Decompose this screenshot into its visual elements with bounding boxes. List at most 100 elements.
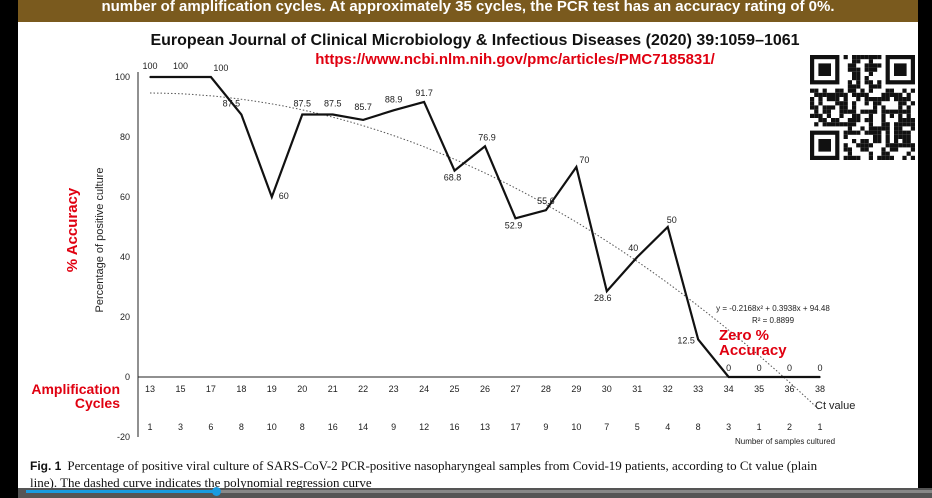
data-label: 68.8 bbox=[444, 173, 462, 183]
data-point bbox=[179, 76, 182, 78]
x-tick-label: 32 bbox=[663, 384, 673, 394]
samples-label: 13 bbox=[480, 422, 490, 432]
progress-knob[interactable] bbox=[212, 487, 222, 496]
x-tick-label: 38 bbox=[815, 384, 825, 394]
samples-label: 8 bbox=[696, 422, 701, 432]
data-label: 100 bbox=[213, 63, 228, 73]
samples-label: 2 bbox=[787, 422, 792, 432]
x-tick-label: 29 bbox=[571, 384, 581, 394]
y-axis-label: Percentage of positive culture bbox=[94, 168, 106, 313]
samples-label: 8 bbox=[300, 422, 305, 432]
x-tick-label: 33 bbox=[693, 384, 703, 394]
x-tick-label: 17 bbox=[206, 384, 216, 394]
samples-label: 14 bbox=[358, 422, 368, 432]
data-label: 55.6 bbox=[537, 196, 555, 206]
caption-text-1: Percentage of positive viral culture of … bbox=[67, 458, 817, 473]
samples-label: 9 bbox=[543, 422, 548, 432]
data-point bbox=[636, 256, 639, 258]
data-point bbox=[484, 145, 486, 148]
data-point bbox=[331, 113, 334, 116]
x-tick-label: 19 bbox=[267, 384, 277, 394]
y-tick-label: 0 bbox=[125, 372, 130, 382]
samples-label: 9 bbox=[391, 422, 396, 432]
data-point bbox=[392, 109, 395, 112]
data-label: 60 bbox=[279, 191, 289, 201]
x-tick-label: 18 bbox=[236, 384, 246, 394]
cycles-annotation-2: Cycles bbox=[75, 395, 120, 411]
samples-label: 6 bbox=[208, 422, 213, 432]
zero-annotation-1: Zero % bbox=[719, 327, 769, 344]
x-tick-label: 27 bbox=[510, 384, 520, 394]
y-tick-label: 20 bbox=[120, 312, 130, 322]
caption-line-1: Fig. 1 Percentage of positive viral cultu… bbox=[30, 458, 818, 473]
samples-label: 1 bbox=[757, 422, 762, 432]
x-axis-label: Ct value bbox=[815, 400, 855, 412]
data-label: 100 bbox=[173, 61, 188, 71]
data-label: 0 bbox=[787, 363, 792, 373]
y-tick-label: 80 bbox=[120, 132, 130, 142]
data-label: 87.5 bbox=[294, 99, 312, 109]
data-label: 40 bbox=[628, 243, 638, 253]
data-point bbox=[423, 101, 425, 103]
data-point bbox=[788, 376, 791, 378]
data-point bbox=[575, 166, 578, 168]
zero-annotation-2: Accuracy bbox=[719, 342, 787, 359]
data-label: 100 bbox=[142, 61, 157, 71]
x-tick-label: 13 bbox=[145, 384, 155, 394]
samples-label: 1 bbox=[817, 422, 822, 432]
data-label: 87.5 bbox=[223, 99, 241, 109]
regression-equation: y = -0.2168x² + 0.3938x + 94.48 bbox=[716, 304, 830, 313]
data-label: 91.7 bbox=[415, 88, 433, 98]
data-point bbox=[514, 217, 517, 220]
data-point bbox=[758, 376, 760, 378]
samples-label: 1 bbox=[147, 422, 152, 432]
data-point bbox=[666, 226, 669, 228]
article-url[interactable]: https://www.ncbi.nlm.nih.gov/pmc/article… bbox=[315, 51, 715, 68]
progress-fill bbox=[26, 490, 217, 493]
caption-line-2: line). The dashed curve indicates the po… bbox=[30, 475, 372, 488]
data-point bbox=[697, 338, 699, 341]
samples-label: 3 bbox=[178, 422, 183, 432]
data-label: 12.5 bbox=[677, 336, 695, 346]
x-tick-label: 31 bbox=[632, 384, 642, 394]
x-tick-label: 23 bbox=[389, 384, 399, 394]
data-point bbox=[149, 76, 151, 78]
samples-label: 10 bbox=[571, 422, 581, 432]
x-tick-label: 26 bbox=[480, 384, 490, 394]
samples-label: 10 bbox=[267, 422, 277, 432]
data-point bbox=[606, 290, 608, 293]
x-tick-label: 24 bbox=[419, 384, 429, 394]
x-tick-label: 28 bbox=[541, 384, 551, 394]
samples-label: 7 bbox=[604, 422, 609, 432]
data-label: 0 bbox=[757, 363, 762, 373]
y-tick-label: 60 bbox=[120, 192, 130, 202]
chart: European Journal of Clinical Microbiolog… bbox=[30, 32, 918, 488]
data-point bbox=[453, 169, 456, 172]
x-tick-label: 15 bbox=[175, 384, 185, 394]
y-tick-label: -20 bbox=[117, 432, 130, 442]
video-banner-text: number of amplification cycles. At appro… bbox=[18, 0, 918, 22]
x-tick-label: 25 bbox=[450, 384, 460, 394]
samples-label: 8 bbox=[239, 422, 244, 432]
samples-label: 5 bbox=[635, 422, 640, 432]
data-point bbox=[545, 209, 547, 211]
x-tick-label: 21 bbox=[328, 384, 338, 394]
data-label: 0 bbox=[817, 363, 822, 373]
samples-label: 4 bbox=[665, 422, 670, 432]
data-point bbox=[727, 376, 730, 378]
samples-axis-label: Number of samples cultured bbox=[735, 437, 835, 446]
cycles-annotation-1: Amplification bbox=[31, 381, 120, 397]
x-tick-label: 20 bbox=[297, 384, 307, 394]
data-point bbox=[301, 113, 304, 116]
progress-track[interactable] bbox=[26, 490, 932, 493]
samples-label: 12 bbox=[419, 422, 429, 432]
data-label: 88.9 bbox=[385, 94, 403, 104]
accuracy-annotation: % Accuracy bbox=[64, 187, 81, 272]
chart-panel bbox=[18, 22, 918, 488]
data-point bbox=[210, 76, 212, 78]
data-point bbox=[271, 196, 273, 198]
data-label: 28.6 bbox=[594, 293, 612, 303]
data-label: 70 bbox=[579, 155, 589, 165]
data-label: 0 bbox=[726, 363, 731, 373]
qr-code bbox=[807, 52, 918, 163]
